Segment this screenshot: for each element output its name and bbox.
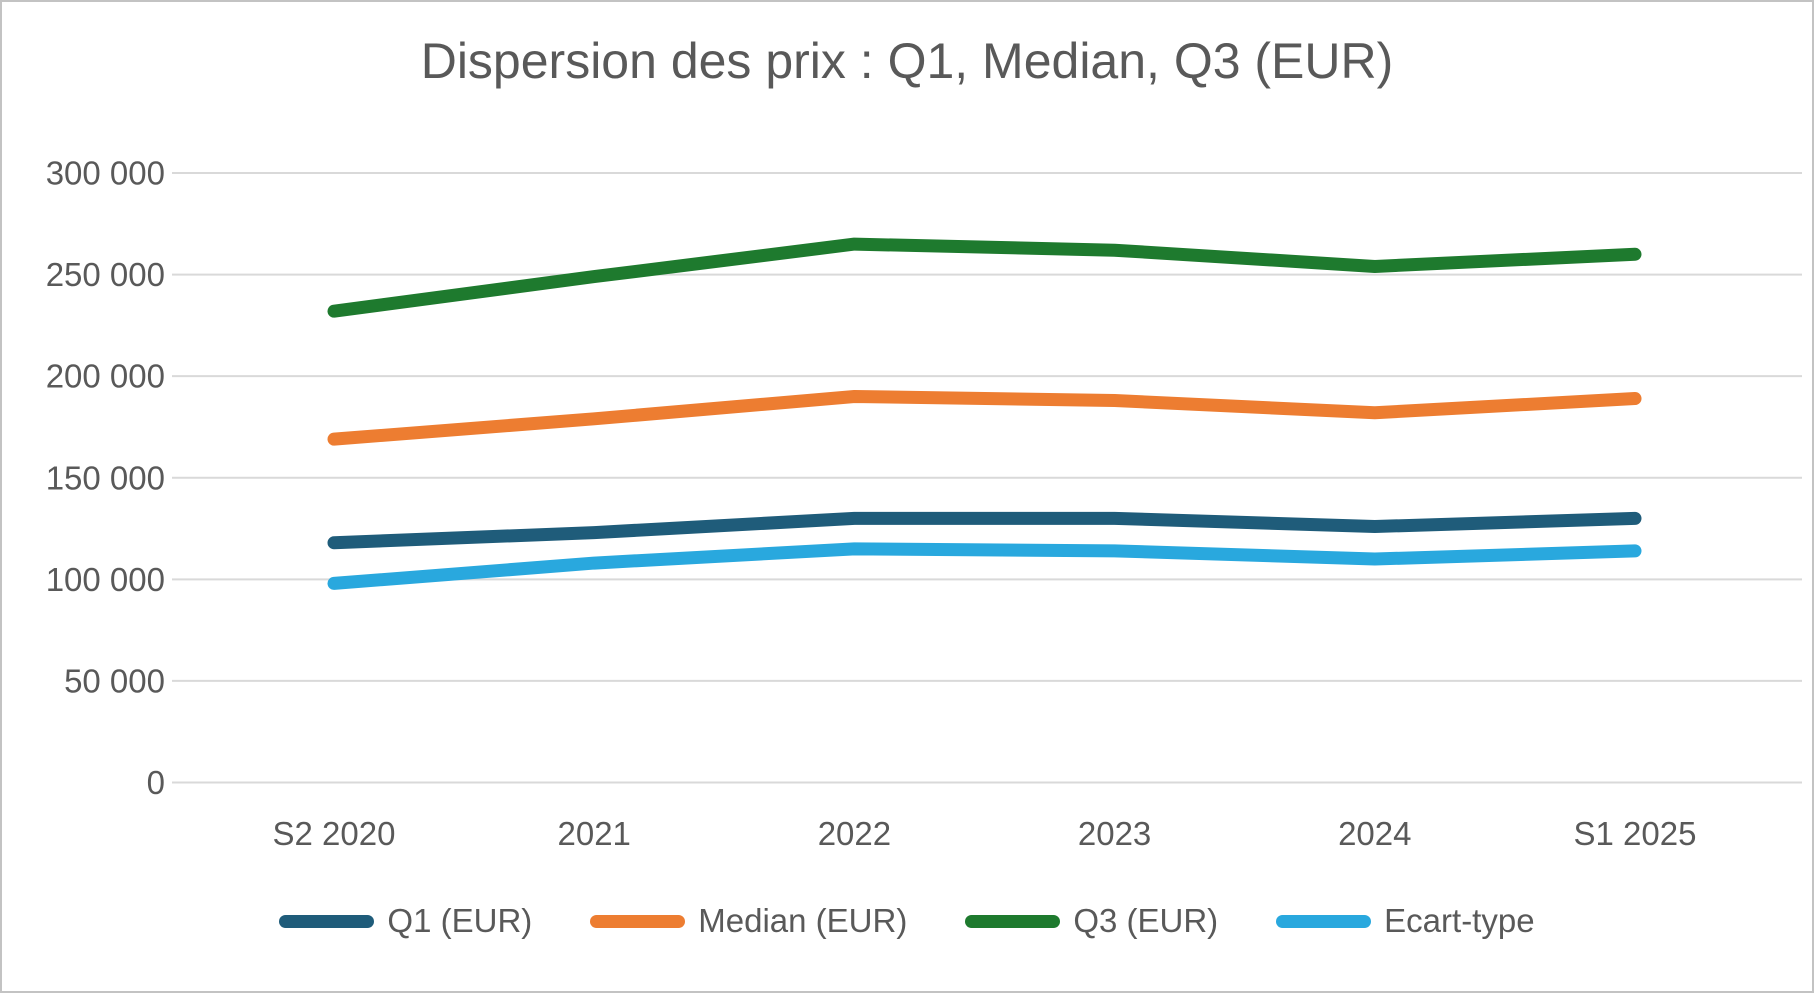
- legend: Q1 (EUR) Median (EUR) Q3 (EUR) Ecart-type: [2, 902, 1812, 940]
- y-tick-label-200-000: 200 000: [46, 358, 165, 395]
- legend-item-q1-eur: Q1 (EUR): [279, 902, 532, 940]
- y-tick-label-50-000: 50 000: [64, 662, 165, 699]
- x-tick-label-s2-2020: S2 2020: [273, 815, 396, 852]
- legend-item-median-eur: Median (EUR): [590, 902, 907, 940]
- y-tick-label-250-000: 250 000: [46, 256, 165, 293]
- chart-title: Dispersion des prix : Q1, Median, Q3 (EU…: [420, 33, 1394, 89]
- legend-swatch-median-eur: [590, 914, 686, 928]
- legend-label-ecart-type: Ecart-type: [1384, 902, 1535, 939]
- y-tick-label-300-000: 300 000: [46, 155, 165, 192]
- legend-swatch-q3-eur: [965, 914, 1061, 928]
- series-line-q1-eur: [327, 511, 1642, 550]
- y-tick-label-150-000: 150 000: [46, 459, 165, 496]
- y-tick-label-0: 0: [147, 764, 165, 801]
- legend-item-ecart-type: Ecart-type: [1276, 902, 1535, 940]
- x-tick-label-2021: 2021: [557, 815, 630, 852]
- series-lines: [327, 237, 1642, 590]
- x-tick-label-s1-2025: S1 2025: [1574, 815, 1697, 852]
- y-axis-labels: 0 50 000 100 000 150 000 200 000 250 000 300 0…: [46, 155, 165, 801]
- legend-label-q1-eur: Q1 (EUR): [387, 902, 533, 939]
- legend-label-median-eur: Median (EUR): [698, 902, 908, 939]
- x-tick-label-2022: 2022: [818, 815, 891, 852]
- legend-swatch-ecart-type: [1276, 914, 1372, 928]
- x-tick-label-2023: 2023: [1078, 815, 1151, 852]
- legend-swatch-q1-eur: [279, 914, 375, 928]
- series-line-ecart-type: [327, 542, 1642, 590]
- gridlines: [172, 172, 1802, 784]
- x-axis-labels: S2 2020 2021 2022 2023 2024 S1 2025: [273, 815, 1697, 852]
- x-tick-label-2024: 2024: [1338, 815, 1411, 852]
- legend-item-q3-eur: Q3 (EUR): [965, 902, 1218, 940]
- y-tick-label-100-000: 100 000: [46, 561, 165, 598]
- legend-label-q3-eur: Q3 (EUR): [1073, 902, 1219, 939]
- series-line-median-eur: [327, 389, 1642, 446]
- series-line-q3-eur: [327, 237, 1642, 318]
